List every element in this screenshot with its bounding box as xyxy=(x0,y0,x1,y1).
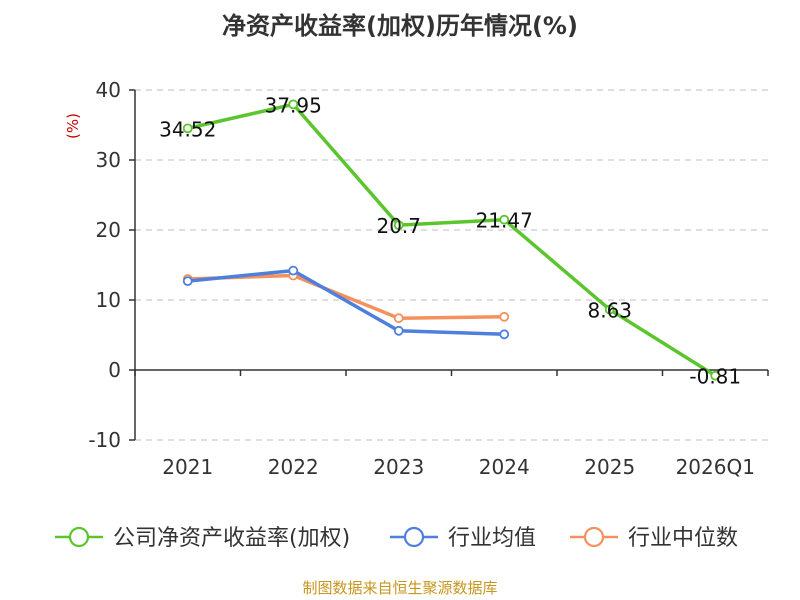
point-s0-2023 xyxy=(393,220,404,231)
point-s0-2026q1 xyxy=(710,370,721,381)
point-s1-2023 xyxy=(393,325,404,336)
data-label-2023: 20.7 xyxy=(376,214,421,238)
data-labels: 34.52 37.95 20.7 21.47 8.63 -0.81 xyxy=(159,93,741,388)
y-tick-label-30: 30 xyxy=(96,148,121,172)
data-label-2021: 34.52 xyxy=(159,117,216,141)
legend-marker-1 xyxy=(403,526,425,548)
x-tick-label-2026q1: 2026Q1 xyxy=(676,455,755,479)
point-s1-2022 xyxy=(288,265,299,276)
x-tick-label-2025: 2025 xyxy=(584,455,635,479)
legend-label-2: 行业中位数 xyxy=(628,526,738,551)
x-tick-label-2024: 2024 xyxy=(479,455,530,479)
grid xyxy=(135,89,768,441)
legend-marker-0 xyxy=(68,526,90,548)
legend-label-1: 行业均值 xyxy=(448,526,536,551)
y-tick-label-10: 10 xyxy=(96,288,121,312)
y-axis-unit: (%) xyxy=(64,113,82,139)
data-label-2026q1: -0.81 xyxy=(689,365,741,389)
y-tick-label-20: 20 xyxy=(96,218,121,242)
series-line-1 xyxy=(187,268,505,337)
legend-label-0: 公司净资产收益率(加权) xyxy=(113,526,350,551)
point-s0-2024 xyxy=(499,214,510,225)
axes: -10 0 10 20 30 40 2021 2022 2023 2024 2025 2026Q1 xyxy=(88,78,769,479)
x-tick-label-2021: 2021 xyxy=(162,455,213,479)
point-s0-2022 xyxy=(288,99,299,110)
point-s2-2023 xyxy=(393,313,404,324)
source-note: 制图数据来自恒生聚源数据库 xyxy=(302,579,497,597)
data-label-2025: 8.63 xyxy=(587,299,632,323)
x-tick-label-2022: 2022 xyxy=(268,455,319,479)
y-tick-label-0: 0 xyxy=(108,358,121,382)
data-label-2022: 37.95 xyxy=(265,93,322,117)
chart-title: 净资产收益率(加权)历年情况(%) xyxy=(222,12,578,40)
legend-marker-2 xyxy=(583,526,605,548)
y-tick-label-40: 40 xyxy=(96,78,121,102)
point-s0-2025 xyxy=(604,304,615,315)
data-label-2024: 21.47 xyxy=(476,209,533,233)
point-s1-2021 xyxy=(182,276,193,287)
series-line-2 xyxy=(187,273,505,320)
point-s0-2021 xyxy=(182,123,193,134)
legend: 公司净资产收益率(加权) 行业均值 行业中位数 xyxy=(55,526,738,551)
y-tick-label--10: -10 xyxy=(88,428,121,452)
series-line-0 xyxy=(187,102,717,378)
series xyxy=(182,99,721,381)
x-tick-label-2023: 2023 xyxy=(373,455,424,479)
point-s2-2024 xyxy=(499,311,510,322)
point-s1-2024 xyxy=(499,329,510,340)
